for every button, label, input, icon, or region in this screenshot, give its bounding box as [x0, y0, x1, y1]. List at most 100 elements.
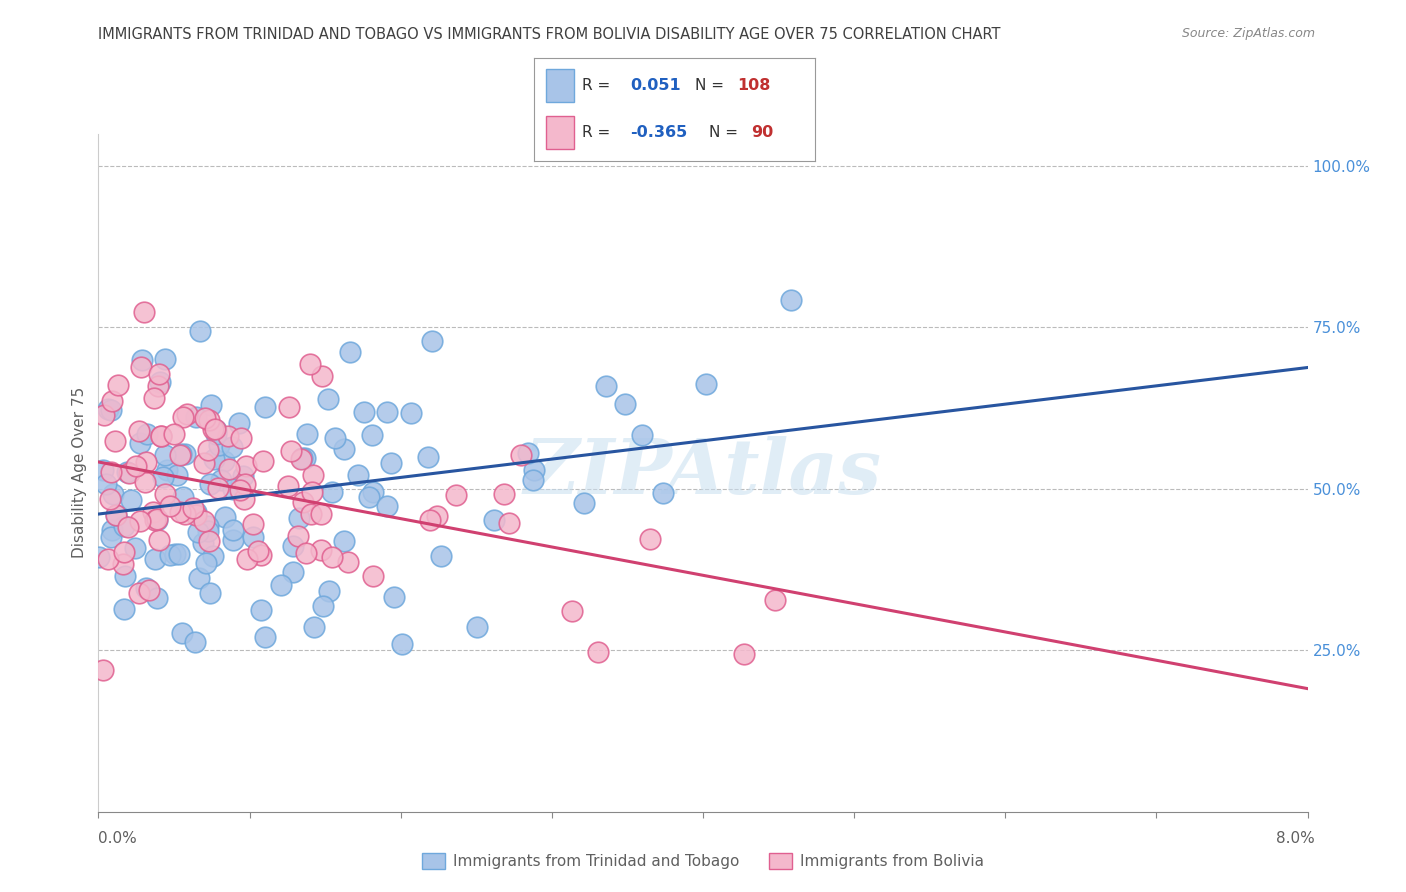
Point	[375, 404, 398, 418]
Point	[498, 516, 520, 531]
Text: R =: R =	[582, 78, 616, 93]
Point	[172, 490, 194, 504]
Point	[321, 550, 343, 565]
Point	[129, 359, 152, 374]
Point	[360, 427, 382, 442]
Point	[94, 477, 117, 491]
Point	[114, 569, 136, 583]
Point	[201, 549, 224, 563]
Text: N =: N =	[709, 126, 742, 140]
Point	[138, 582, 160, 597]
Point	[522, 473, 544, 487]
Point	[309, 507, 332, 521]
Point	[184, 635, 207, 649]
Point	[363, 568, 385, 582]
Point	[153, 486, 176, 500]
Point	[291, 451, 314, 466]
Point	[197, 519, 219, 533]
Point	[159, 499, 181, 513]
Point	[572, 496, 595, 510]
Point	[277, 479, 299, 493]
Point	[232, 468, 254, 483]
Point	[517, 446, 540, 460]
Point	[214, 509, 236, 524]
Point	[198, 412, 221, 426]
Point	[159, 548, 181, 562]
Point	[638, 532, 661, 546]
Point	[193, 514, 215, 528]
Point	[339, 344, 361, 359]
Point	[188, 324, 211, 338]
Point	[128, 585, 150, 599]
Point	[169, 505, 191, 519]
Text: -0.365: -0.365	[630, 126, 688, 140]
Point	[204, 422, 226, 436]
Point	[399, 406, 422, 420]
Point	[111, 558, 134, 572]
Text: N =: N =	[695, 78, 728, 93]
Point	[142, 505, 165, 519]
Point	[316, 392, 339, 407]
Point	[146, 512, 169, 526]
Point	[212, 454, 235, 468]
Point	[176, 407, 198, 421]
Point	[651, 486, 673, 500]
Point	[377, 499, 399, 513]
Point	[336, 555, 359, 569]
Point	[112, 602, 135, 616]
Text: 0.0%: 0.0%	[98, 831, 138, 846]
Point	[235, 458, 257, 473]
Point	[301, 467, 323, 482]
Point	[100, 465, 122, 479]
Point	[104, 508, 127, 522]
Point	[228, 483, 250, 497]
Point	[301, 485, 323, 500]
Point	[188, 571, 211, 585]
Point	[353, 405, 375, 419]
Point	[465, 620, 488, 634]
Point	[172, 626, 194, 640]
Point	[207, 481, 229, 495]
Point	[361, 485, 384, 500]
Point	[152, 470, 174, 484]
Point	[181, 500, 204, 515]
Point	[149, 375, 172, 389]
Text: R =: R =	[582, 126, 616, 140]
Point	[301, 507, 323, 521]
Point	[100, 402, 122, 417]
Point	[444, 488, 467, 502]
Point	[221, 523, 243, 537]
Point	[198, 534, 221, 549]
Point	[91, 663, 114, 677]
Point	[253, 401, 276, 415]
Point	[304, 619, 326, 633]
Point	[163, 548, 186, 562]
Point	[209, 473, 232, 487]
Point	[426, 509, 449, 524]
Point	[288, 511, 311, 525]
Point	[184, 505, 207, 519]
Text: 8.0%: 8.0%	[1275, 831, 1315, 846]
Point	[429, 549, 451, 564]
Point	[187, 524, 209, 539]
Point	[294, 450, 316, 465]
Point	[333, 533, 356, 548]
Point	[222, 533, 245, 548]
FancyBboxPatch shape	[546, 117, 574, 149]
Point	[146, 379, 169, 393]
Point	[128, 424, 150, 438]
Point	[198, 476, 221, 491]
Point	[595, 378, 617, 392]
Point	[278, 401, 301, 415]
Point	[252, 454, 274, 468]
Point	[150, 429, 173, 443]
Point	[763, 593, 786, 607]
Point	[311, 368, 333, 383]
Point	[166, 468, 188, 483]
Point	[510, 448, 533, 462]
Point	[205, 423, 228, 437]
Text: IMMIGRANTS FROM TRINIDAD AND TOBAGO VS IMMIGRANTS FROM BOLIVIA DISABILITY AGE OV: IMMIGRANTS FROM TRINIDAD AND TOBAGO VS I…	[98, 27, 1001, 42]
Point	[148, 367, 170, 381]
Point	[484, 513, 506, 527]
Point	[100, 530, 122, 544]
